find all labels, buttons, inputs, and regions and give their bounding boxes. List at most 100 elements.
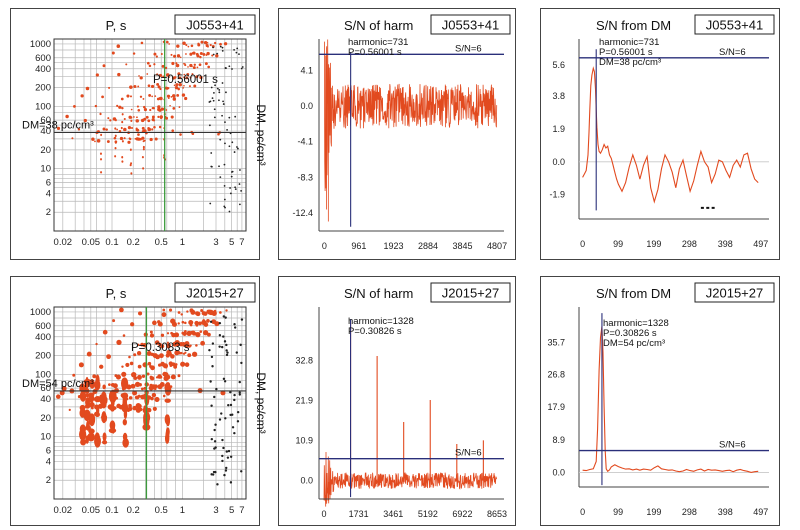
data-point xyxy=(198,321,202,326)
data-point xyxy=(114,134,117,138)
data-point xyxy=(226,351,229,354)
data-point xyxy=(165,414,171,427)
data-point xyxy=(214,321,220,327)
sn-dm-chart-j0553: 0 99 199 298 398 497 5.6 3.8 1.9 0.0 -1.9 S/N from … xyxy=(549,14,775,249)
data-point xyxy=(114,146,117,150)
data-point xyxy=(219,311,222,314)
y-tick-label: 3.8 xyxy=(552,91,565,101)
data-point xyxy=(94,140,96,143)
data-point xyxy=(127,140,131,144)
x-tick-label: 8653 xyxy=(487,509,507,519)
period-annotation: P=0.30826 s xyxy=(348,326,402,337)
data-point xyxy=(138,75,140,77)
data-point xyxy=(95,73,99,77)
data-point xyxy=(191,73,194,76)
data-point xyxy=(166,94,171,98)
data-point xyxy=(154,387,157,391)
data-point xyxy=(219,138,222,141)
data-point xyxy=(119,136,124,141)
data-point xyxy=(191,132,195,136)
data-point xyxy=(146,372,150,376)
data-point xyxy=(175,83,179,87)
period-dm-scatter-j2015: 0.02 0.05 0.1 0.2 0.5 1 3 5 71000600400200100604… xyxy=(22,282,268,516)
x-tick-label: 0.1 xyxy=(105,505,118,516)
data-point xyxy=(228,116,231,119)
data-point xyxy=(225,91,227,94)
data-point xyxy=(100,171,103,174)
period-annotation: P=0.3083 s xyxy=(131,342,190,354)
data-point xyxy=(229,192,232,195)
data-point xyxy=(238,183,241,185)
data-point xyxy=(169,104,171,107)
data-point xyxy=(224,469,228,472)
data-point xyxy=(171,76,176,80)
data-point xyxy=(184,344,189,348)
data-point xyxy=(187,45,190,48)
data-point xyxy=(151,115,155,119)
data-point xyxy=(241,66,244,68)
y-tick-label: 20 xyxy=(40,145,51,156)
data-point xyxy=(154,137,158,141)
data-point xyxy=(224,417,227,420)
data-point xyxy=(182,352,186,355)
data-point xyxy=(196,66,199,69)
data-point xyxy=(185,43,188,47)
data-point xyxy=(150,365,155,371)
data-point xyxy=(183,62,185,65)
data-point xyxy=(159,115,163,119)
data-point xyxy=(130,116,133,119)
data-point xyxy=(135,137,140,141)
data-point xyxy=(132,405,137,411)
data-point xyxy=(147,84,151,88)
data-point xyxy=(138,383,142,387)
data-point xyxy=(133,85,137,89)
data-point xyxy=(165,366,168,369)
data-point xyxy=(165,73,170,77)
data-point xyxy=(141,136,145,140)
data-point xyxy=(79,428,87,441)
data-point xyxy=(137,85,140,88)
data-point xyxy=(162,308,166,312)
data-point xyxy=(199,52,203,56)
data-point xyxy=(139,137,142,141)
data-point xyxy=(177,374,181,378)
data-point xyxy=(225,343,228,347)
data-point xyxy=(212,470,216,474)
x-tick-label: 0.05 xyxy=(82,505,101,516)
data-point xyxy=(178,106,181,108)
data-point xyxy=(127,125,132,130)
data-point xyxy=(121,140,124,143)
data-point xyxy=(218,418,222,421)
data-point xyxy=(73,104,76,108)
data-point xyxy=(203,40,208,45)
data-point xyxy=(219,45,222,48)
data-point xyxy=(166,341,170,344)
data-point xyxy=(201,319,207,326)
data-point xyxy=(102,329,108,335)
data-point xyxy=(162,394,166,398)
data-point xyxy=(122,438,129,448)
data-point xyxy=(160,52,163,55)
data-point xyxy=(99,112,102,116)
data-point xyxy=(114,127,117,130)
data-point xyxy=(176,44,180,48)
data-point xyxy=(116,128,119,131)
data-point xyxy=(135,402,141,409)
data-point xyxy=(189,52,193,56)
data-point xyxy=(182,331,187,336)
data-point xyxy=(209,43,212,47)
data-point xyxy=(109,119,112,122)
data-point xyxy=(172,97,176,101)
data-point xyxy=(210,86,213,89)
data-point xyxy=(190,309,196,315)
data-point xyxy=(211,365,214,368)
data-point xyxy=(100,391,107,403)
data-point xyxy=(222,103,225,105)
data-point xyxy=(100,133,103,137)
data-point xyxy=(209,202,212,205)
data-point xyxy=(206,51,210,56)
data-point xyxy=(222,100,224,103)
data-point xyxy=(219,42,222,46)
data-point xyxy=(158,73,163,78)
data-point xyxy=(130,108,133,111)
